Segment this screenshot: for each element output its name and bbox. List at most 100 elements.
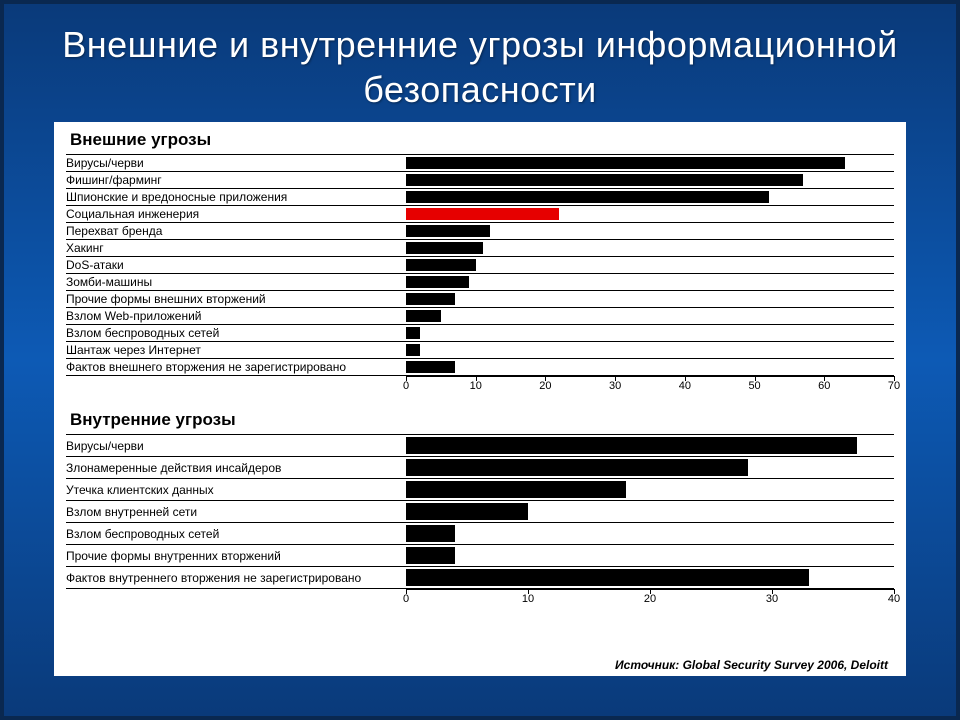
row-bar-cell [406,273,894,290]
chart2-x-axis: 010203040 [406,589,894,607]
row-label: Взлом внутренней сети [66,500,406,522]
chart-row: Зомби-машины [66,273,894,290]
chart-row: Прочие формы внешних вторжений [66,290,894,307]
chart-row: Взлом беспроводных сетей [66,324,894,341]
row-label: Вирусы/черви [66,154,406,171]
row-bar-cell [406,307,894,324]
row-label: Фактов внешнего вторжения не зарегистрир… [66,358,406,375]
row-bar-cell [406,500,894,522]
chart-row: Взлом внутренней сети [66,500,894,522]
chart-row: Взлом Web-приложений [66,307,894,324]
bar [406,437,857,454]
chart1-heading: Внешние угрозы [70,130,894,150]
title-area: Внешние и внутренние угрозы информационн… [4,4,956,122]
external-threats-chart: Внешние угрозы Вирусы/червиФишинг/фармин… [66,130,894,394]
row-label: Прочие формы внешних вторжений [66,290,406,307]
bar [406,344,420,356]
row-label: Шпионские и вредоносные приложения [66,188,406,205]
axis-tick-label: 50 [748,380,760,392]
row-bar-cell [406,456,894,478]
page-title: Внешние и внутренние угрозы информационн… [44,22,916,112]
bar [406,569,809,586]
bar [406,361,455,373]
row-label: Прочие формы внутренних вторжений [66,544,406,566]
axis-tick-label: 20 [539,380,551,392]
chart-row: Фишинг/фарминг [66,171,894,188]
axis-spacer [66,589,406,607]
chart-row: Шпионские и вредоносные приложения [66,188,894,205]
axis-tick-label: 60 [818,380,830,392]
internal-threats-chart: Внутренние угрозы Вирусы/червиЗлонамерен… [66,410,894,607]
row-bar-cell [406,205,894,222]
chart-row: Утечка клиентских данных [66,478,894,500]
axis-tick-label: 0 [403,380,409,392]
row-bar-cell [406,154,894,171]
row-bar-cell [406,171,894,188]
axis-tick-label: 20 [644,593,656,605]
row-label: Взлом беспроводных сетей [66,522,406,544]
row-bar-cell [406,188,894,205]
bar [406,191,769,203]
chart-row: Перехват бренда [66,222,894,239]
row-label: Утечка клиентских данных [66,478,406,500]
axis-tick-label: 30 [609,380,621,392]
bar [406,174,803,186]
row-label: Вирусы/черви [66,434,406,456]
row-label: Перехват бренда [66,222,406,239]
row-label: DoS-атаки [66,256,406,273]
row-bar-cell [406,341,894,358]
axis-tick-label: 10 [522,593,534,605]
source-text: Источник: Global Security Survey 2006, D… [615,658,888,672]
row-label: Хакинг [66,239,406,256]
bar [406,276,469,288]
chart-row: Вирусы/черви [66,154,894,171]
chart-row: Шантаж через Интернет [66,341,894,358]
bar [406,310,441,322]
row-label: Фактов внутреннего вторжения не зарегист… [66,566,406,588]
row-label: Фишинг/фарминг [66,171,406,188]
slide: Внешние и внутренние угрозы информационн… [0,0,960,720]
bar [406,259,476,271]
row-label: Взлом Web-приложений [66,307,406,324]
axis-spacer [66,376,406,394]
bar [406,525,455,542]
bar [406,225,490,237]
chart-row: Фактов внешнего вторжения не зарегистрир… [66,358,894,375]
row-bar-cell [406,434,894,456]
axis-tick-label: 40 [679,380,691,392]
row-bar-cell [406,290,894,307]
chart-row: Хакинг [66,239,894,256]
bar [406,547,455,564]
axis-tick-label: 10 [470,380,482,392]
row-bar-cell [406,256,894,273]
row-label: Злонамеренные действия инсайдеров [66,456,406,478]
row-bar-cell [406,358,894,375]
chart-row: Вирусы/черви [66,434,894,456]
bar [406,327,420,339]
row-label: Зомби-машины [66,273,406,290]
row-bar-cell [406,222,894,239]
axis-tick-label: 70 [888,380,900,392]
chart-row: Взлом беспроводных сетей [66,522,894,544]
row-label: Шантаж через Интернет [66,341,406,358]
row-bar-cell [406,522,894,544]
chart-card: Внешние угрозы Вирусы/червиФишинг/фармин… [54,122,906,676]
chart-row: DoS-атаки [66,256,894,273]
row-label: Взлом беспроводных сетей [66,324,406,341]
chart-row: Социальная инженерия [66,205,894,222]
axis-tick-label: 0 [403,593,409,605]
row-bar-cell [406,324,894,341]
bar [406,208,559,220]
row-bar-cell [406,566,894,588]
chart-row: Фактов внутреннего вторжения не зарегист… [66,566,894,588]
bar [406,242,483,254]
bar [406,157,845,169]
bar [406,293,455,305]
chart-row: Злонамеренные действия инсайдеров [66,456,894,478]
bar [406,481,626,498]
axis-tick-label: 30 [766,593,778,605]
chart1-x-axis: 010203040506070 [406,376,894,394]
bar [406,503,528,520]
bar [406,459,748,476]
row-bar-cell [406,544,894,566]
